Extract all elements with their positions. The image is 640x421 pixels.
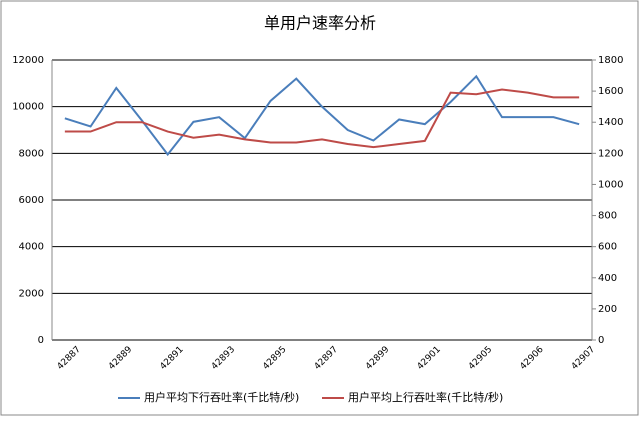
y2-tick-label: 1600 [598, 86, 623, 97]
series-line [64, 88, 580, 149]
legend-label: 用户平均上行吞吐率(千比特/秒) [348, 390, 503, 404]
y2-tick-label: 0 [598, 335, 604, 346]
y-tick-label: 8000 [19, 148, 44, 159]
y-tick-label: 2000 [19, 288, 44, 299]
y-tick-label: 4000 [19, 242, 44, 253]
y2-tick-label: 600 [598, 242, 617, 253]
y-tick-label: 0 [38, 335, 44, 346]
y-tick-label: 10000 [12, 102, 44, 113]
series-line [64, 74, 580, 157]
legend-label: 用户平均下行吞吐率(千比特/秒) [144, 390, 299, 404]
y2-tick-label: 1200 [598, 148, 623, 159]
y2-tick-label: 400 [598, 273, 617, 284]
y2-tick-label: 1400 [598, 117, 623, 128]
y2-tick-label: 1800 [598, 55, 623, 66]
y2-tick-label: 1000 [598, 179, 623, 190]
chart-title: 单用户速率分析 [264, 14, 376, 33]
y2-tick-label: 800 [598, 211, 617, 222]
y-tick-label: 6000 [19, 195, 44, 206]
y2-tick-label: 200 [598, 304, 617, 315]
y-tick-label: 12000 [12, 55, 44, 66]
